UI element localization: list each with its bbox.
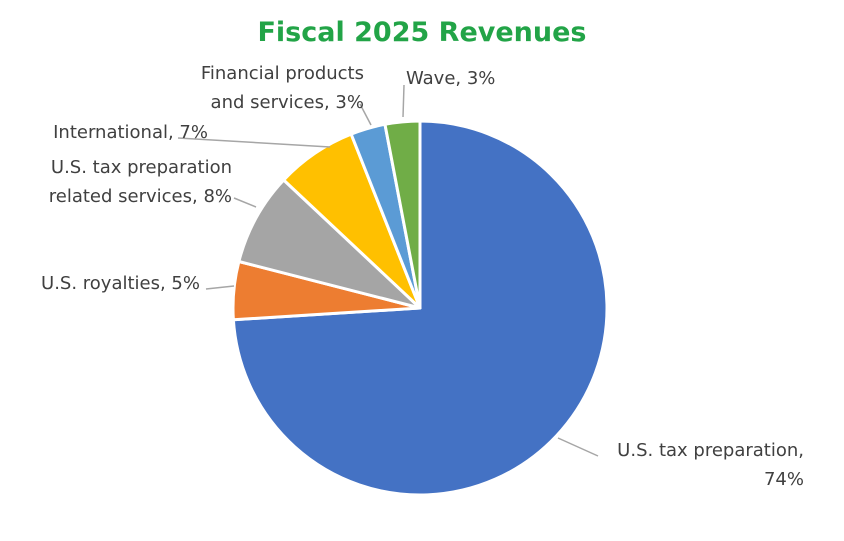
leader-line-u-s-tax-preparation-related-services [233,197,257,208]
leader-line-international [177,137,331,148]
slice-label-u-s-tax-preparation-related-services-line-1: U.S. tax preparation [51,157,232,178]
slice-label-wave-line-1: Wave, 3% [406,68,495,89]
slice-labels: U.S. tax preparation, 74% U.S. royalties, … [41,63,804,490]
slice-label-international-line-1: International, 7% [53,122,208,143]
slice-label-financial-products-and-services-line-1: Financial products [201,63,364,84]
chart-title: Fiscal 2025 Revenues [257,17,587,48]
leader-lines [177,84,599,457]
leader-line-u-s-tax-preparation [557,437,599,457]
slice-label-u-s-royalties-line-1: U.S. royalties, 5% [41,273,200,294]
slice-label-u-s-tax-preparation-related-services-line-2: related services, 8% [49,186,232,207]
leader-line-financial-products-and-services [359,103,372,126]
pie-slices [231,119,609,497]
leader-line-u-s-royalties [205,285,235,290]
slice-label-u-s-tax-preparation-line-1: U.S. tax preparation, [617,440,804,461]
pie-slice-u-s-tax-preparation-related-services [237,178,422,310]
leader-line-wave [402,84,405,118]
slice-label-u-s-tax-preparation-line-2: 74% [764,469,804,490]
slice-label-financial-products-and-services-line-2: and services, 3% [211,92,364,113]
pie-slice-wave [383,119,422,310]
